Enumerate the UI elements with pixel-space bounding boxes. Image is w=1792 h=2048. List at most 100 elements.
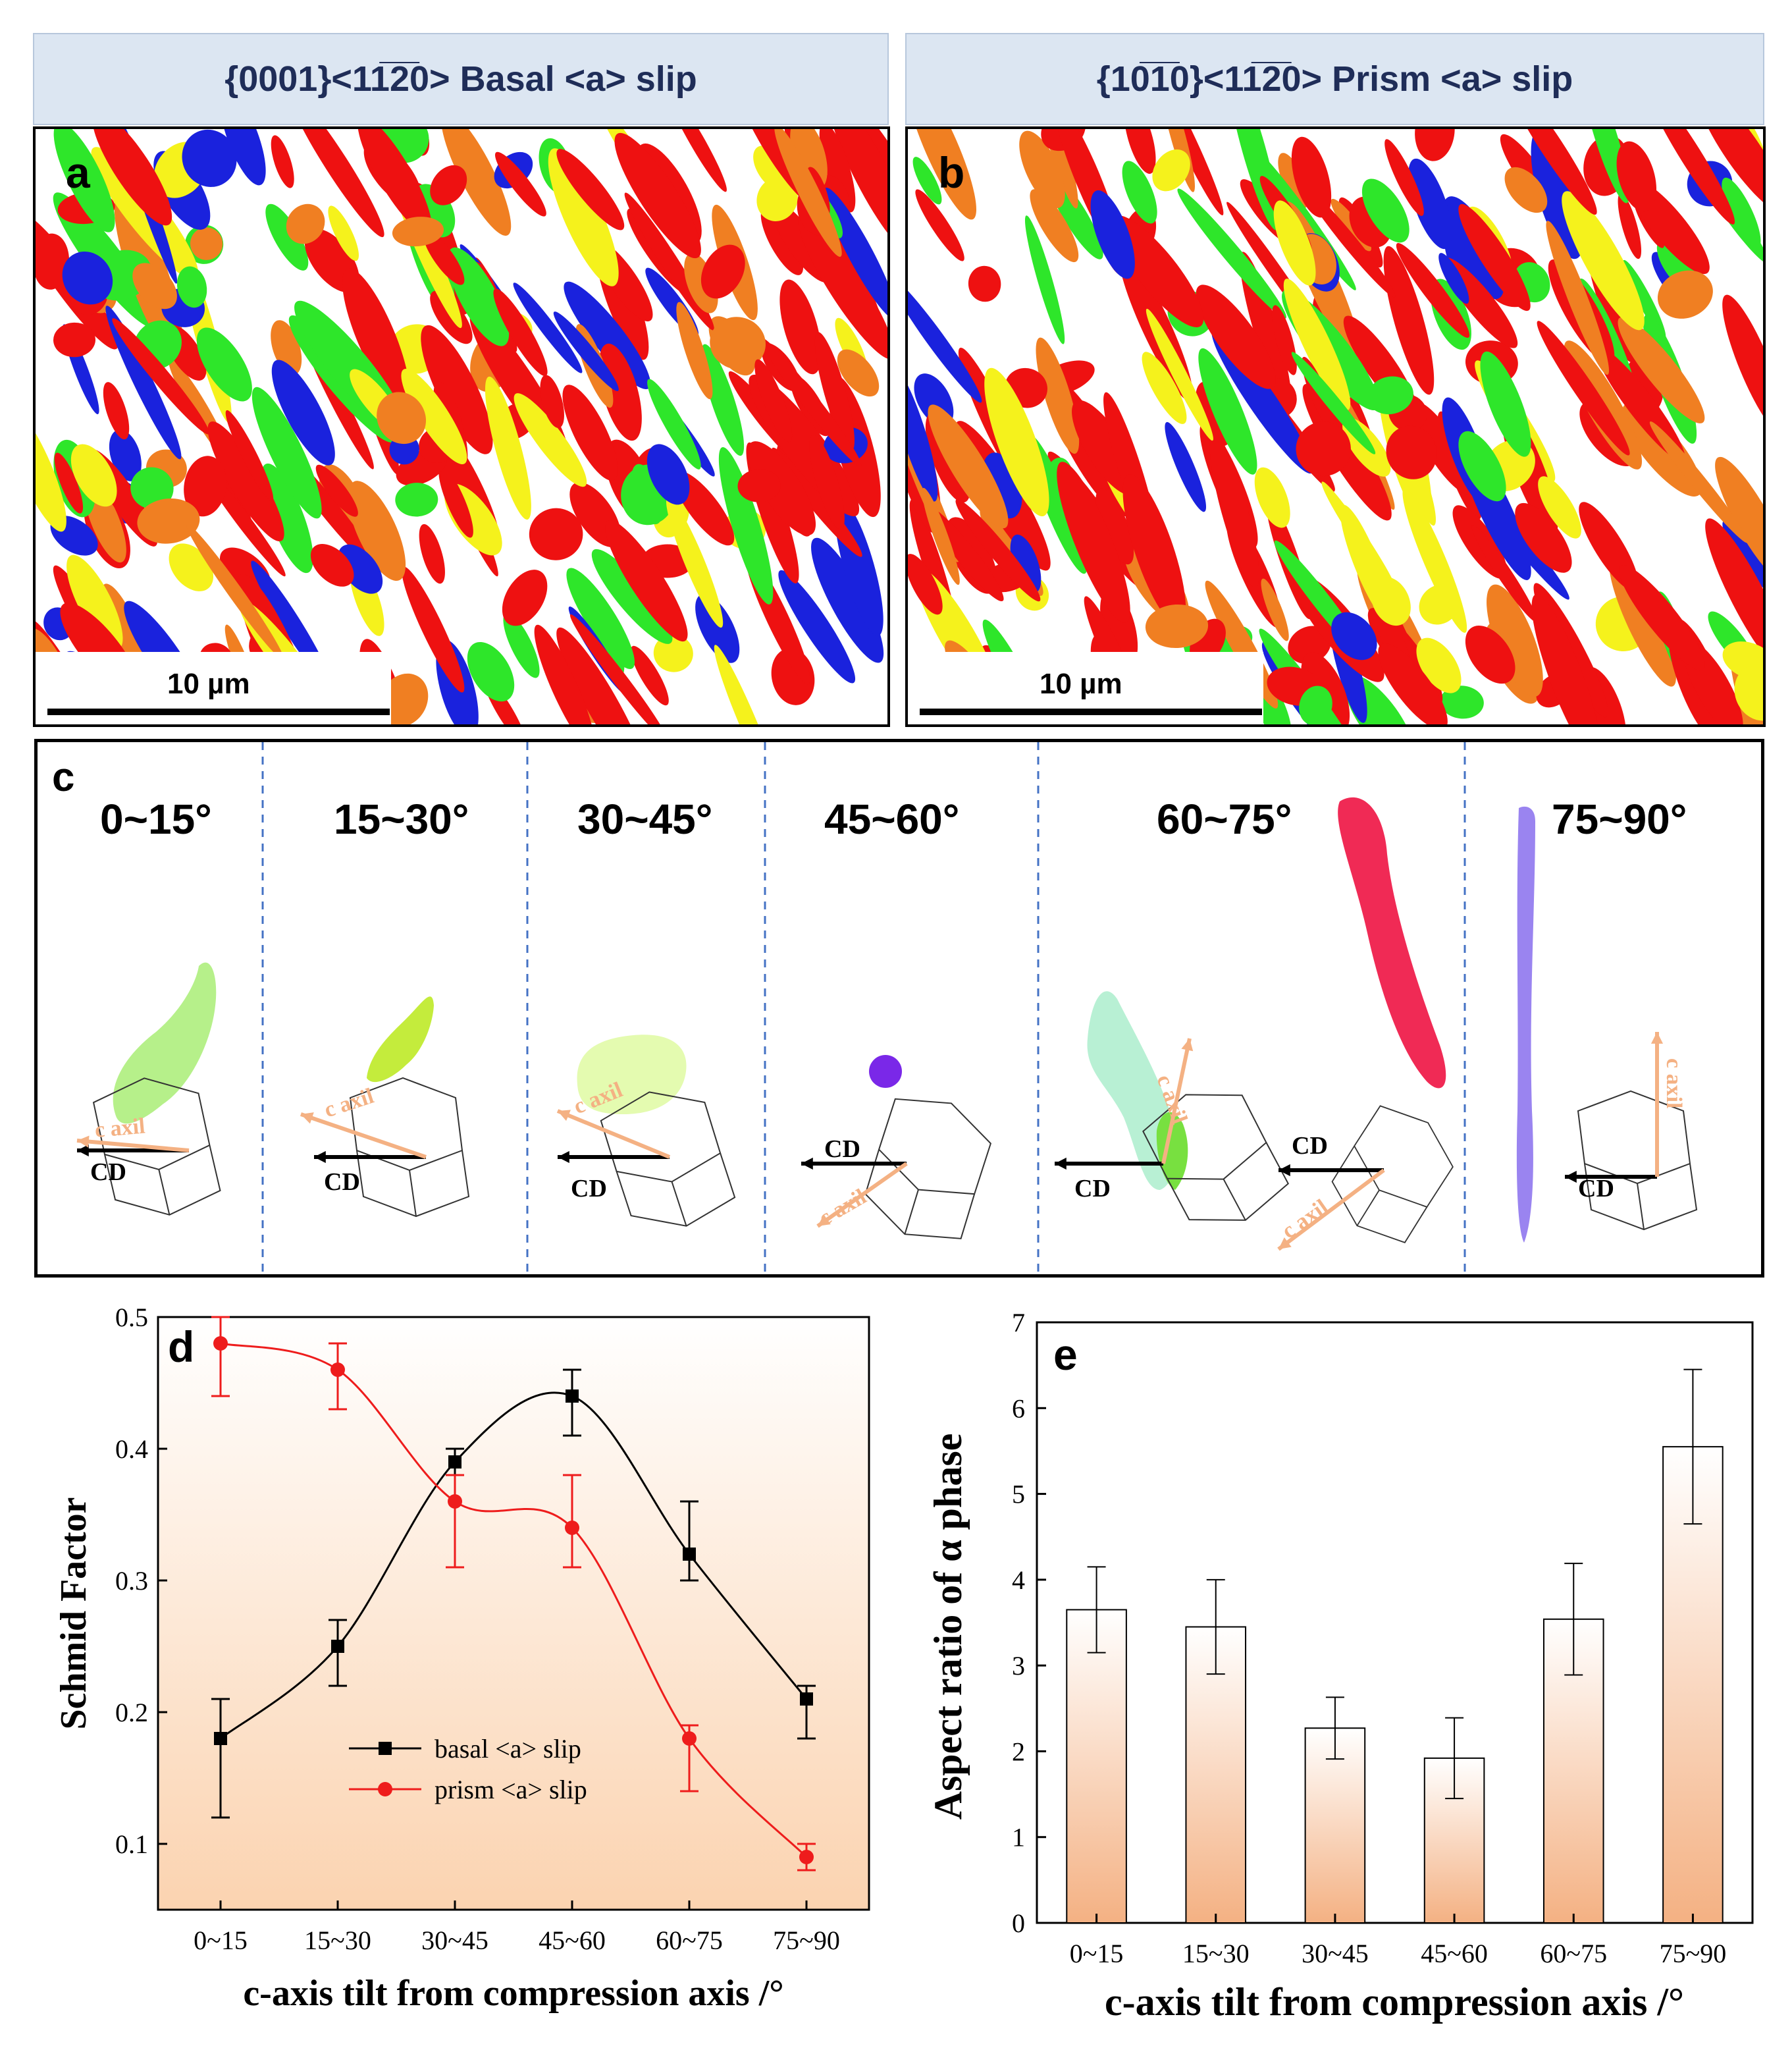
grain (54, 452, 84, 514)
c-axis-arrow-1 (300, 1112, 427, 1159)
grain (1111, 215, 1204, 328)
grain (70, 444, 117, 507)
aspect-ratio-chart: 0 1 2 3 4 5 6 7 0~15 15~30 30~45 45~60 60~75 75~90 e c-… (926, 1308, 1754, 2024)
grain (377, 392, 427, 445)
y-tick-label: 0.3 (115, 1566, 148, 1596)
bar-0 (1066, 1609, 1127, 1924)
grain (1618, 317, 1705, 423)
grain (1396, 243, 1470, 338)
grain (1030, 189, 1079, 263)
c-axis-label-3: c axil (815, 1185, 871, 1231)
prism-outline (1354, 1105, 1454, 1208)
grain (908, 276, 982, 403)
grain (1649, 421, 1749, 543)
grain (1537, 321, 1630, 456)
y-tick-label: 0.5 (115, 1303, 148, 1332)
hcp-prism (1331, 1105, 1454, 1243)
grain (915, 189, 964, 261)
panel-b-scale-label: 10 µm (1040, 668, 1122, 700)
grain (1024, 215, 1065, 344)
grain (261, 463, 313, 574)
grain (66, 554, 123, 650)
panel-c-letter: c (52, 755, 75, 800)
grain (184, 456, 227, 517)
y-axis-title: Aspect ratio of α phase (926, 1434, 970, 1820)
grain (1036, 337, 1080, 454)
grain (928, 404, 1009, 529)
x-axis-title: c-axis tilt from compression axis /° (1105, 1980, 1684, 2024)
hcp-prism (600, 1091, 736, 1227)
grain-blob-4c (1338, 797, 1446, 1089)
cd-label-0: CD (90, 1158, 126, 1186)
panel-c-illustration: CD CD CD CD CD CD CD c axil c axil c axil c axil c … (76, 742, 1698, 1274)
grain (814, 332, 855, 451)
cd-arrow-0-head (77, 1144, 89, 1157)
grain (1618, 564, 1706, 671)
x-tick-label: 45~60 (1421, 1939, 1488, 1968)
grain (837, 349, 880, 397)
panel-b-grain-map (908, 129, 1763, 724)
grain (562, 385, 618, 481)
grain (357, 129, 432, 234)
grain (430, 165, 467, 205)
bar-1 (1185, 1626, 1247, 1924)
grain (315, 464, 358, 517)
prism-edges (864, 1149, 976, 1239)
grain (1419, 584, 1460, 625)
grain (328, 205, 359, 261)
cd-arrow-1-head (314, 1150, 326, 1164)
grain (92, 129, 172, 226)
prism-edge (1223, 1179, 1246, 1221)
data-point-basal (683, 1548, 696, 1561)
grain (811, 537, 884, 663)
c-axis-arrow-5-head (1278, 1237, 1292, 1249)
grain (196, 327, 252, 402)
panel-a-grain-map (36, 129, 887, 724)
x-tick-label: 75~90 (1660, 1939, 1727, 1968)
grain (225, 410, 274, 501)
grain (1146, 308, 1213, 441)
grain (1705, 518, 1763, 675)
grain (700, 244, 745, 299)
plot-area (157, 1316, 870, 1911)
grain (265, 203, 309, 271)
grain (379, 673, 429, 724)
grain (1415, 129, 1455, 161)
data-point-prism (682, 1731, 697, 1746)
panel-e-letter: e (1053, 1330, 1078, 1379)
grain-blob-3 (869, 1055, 902, 1088)
grain (1145, 604, 1209, 649)
cd-arrow-2-head (558, 1150, 569, 1164)
prism-outline (878, 1098, 991, 1195)
grain (1367, 376, 1413, 415)
grain (1165, 421, 1207, 512)
grain (1198, 348, 1257, 475)
grain (1722, 177, 1761, 249)
grain (1299, 686, 1332, 724)
bin-label-0: 0~15° (100, 795, 212, 843)
bin-label-1: 15~30° (334, 795, 469, 843)
c-axis-arrow-4-head (1181, 1038, 1194, 1052)
grain (718, 446, 774, 605)
grain (182, 129, 237, 187)
grain (130, 467, 174, 510)
grain (1734, 664, 1763, 721)
grain-blob-4b (1156, 1112, 1188, 1190)
grain (1019, 130, 1065, 209)
grain (912, 157, 942, 205)
grain (1371, 576, 1411, 626)
hcp-prism (349, 1077, 470, 1218)
grain (419, 524, 445, 584)
grain (908, 367, 938, 502)
grain (760, 337, 862, 467)
x-tick-label: 60~75 (656, 1926, 723, 1955)
grain (438, 466, 473, 538)
grain (495, 151, 546, 217)
grain (684, 253, 718, 313)
grain (1296, 421, 1351, 477)
grain (1291, 136, 1332, 218)
grain (1722, 520, 1763, 601)
grain (605, 520, 688, 642)
data-point-basal (214, 1732, 227, 1745)
grain (569, 614, 669, 724)
